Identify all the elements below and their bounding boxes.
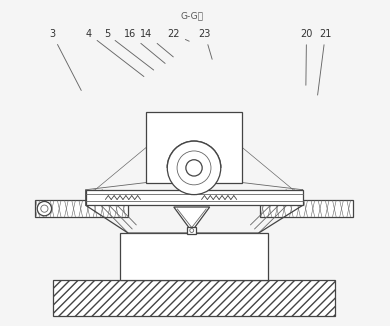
- Bar: [146, 112, 242, 183]
- Text: 21: 21: [317, 29, 332, 95]
- Circle shape: [167, 141, 221, 195]
- Circle shape: [186, 160, 202, 176]
- Bar: [187, 227, 196, 234]
- Circle shape: [37, 201, 51, 216]
- Circle shape: [190, 229, 194, 232]
- Bar: [260, 200, 353, 217]
- Text: G-G向: G-G向: [180, 12, 203, 21]
- Text: 23: 23: [199, 29, 212, 59]
- Bar: [86, 190, 303, 205]
- Bar: [35, 200, 128, 217]
- Text: 14: 14: [140, 29, 173, 57]
- Text: 16: 16: [124, 29, 165, 64]
- Bar: [120, 233, 268, 280]
- Text: 5: 5: [104, 29, 154, 70]
- Text: 20: 20: [300, 29, 313, 85]
- Polygon shape: [174, 207, 210, 231]
- Text: 3: 3: [49, 29, 81, 90]
- Text: 22: 22: [168, 29, 189, 41]
- Text: 4: 4: [86, 29, 144, 77]
- Circle shape: [41, 205, 48, 212]
- Circle shape: [177, 151, 211, 185]
- Bar: [53, 280, 335, 316]
